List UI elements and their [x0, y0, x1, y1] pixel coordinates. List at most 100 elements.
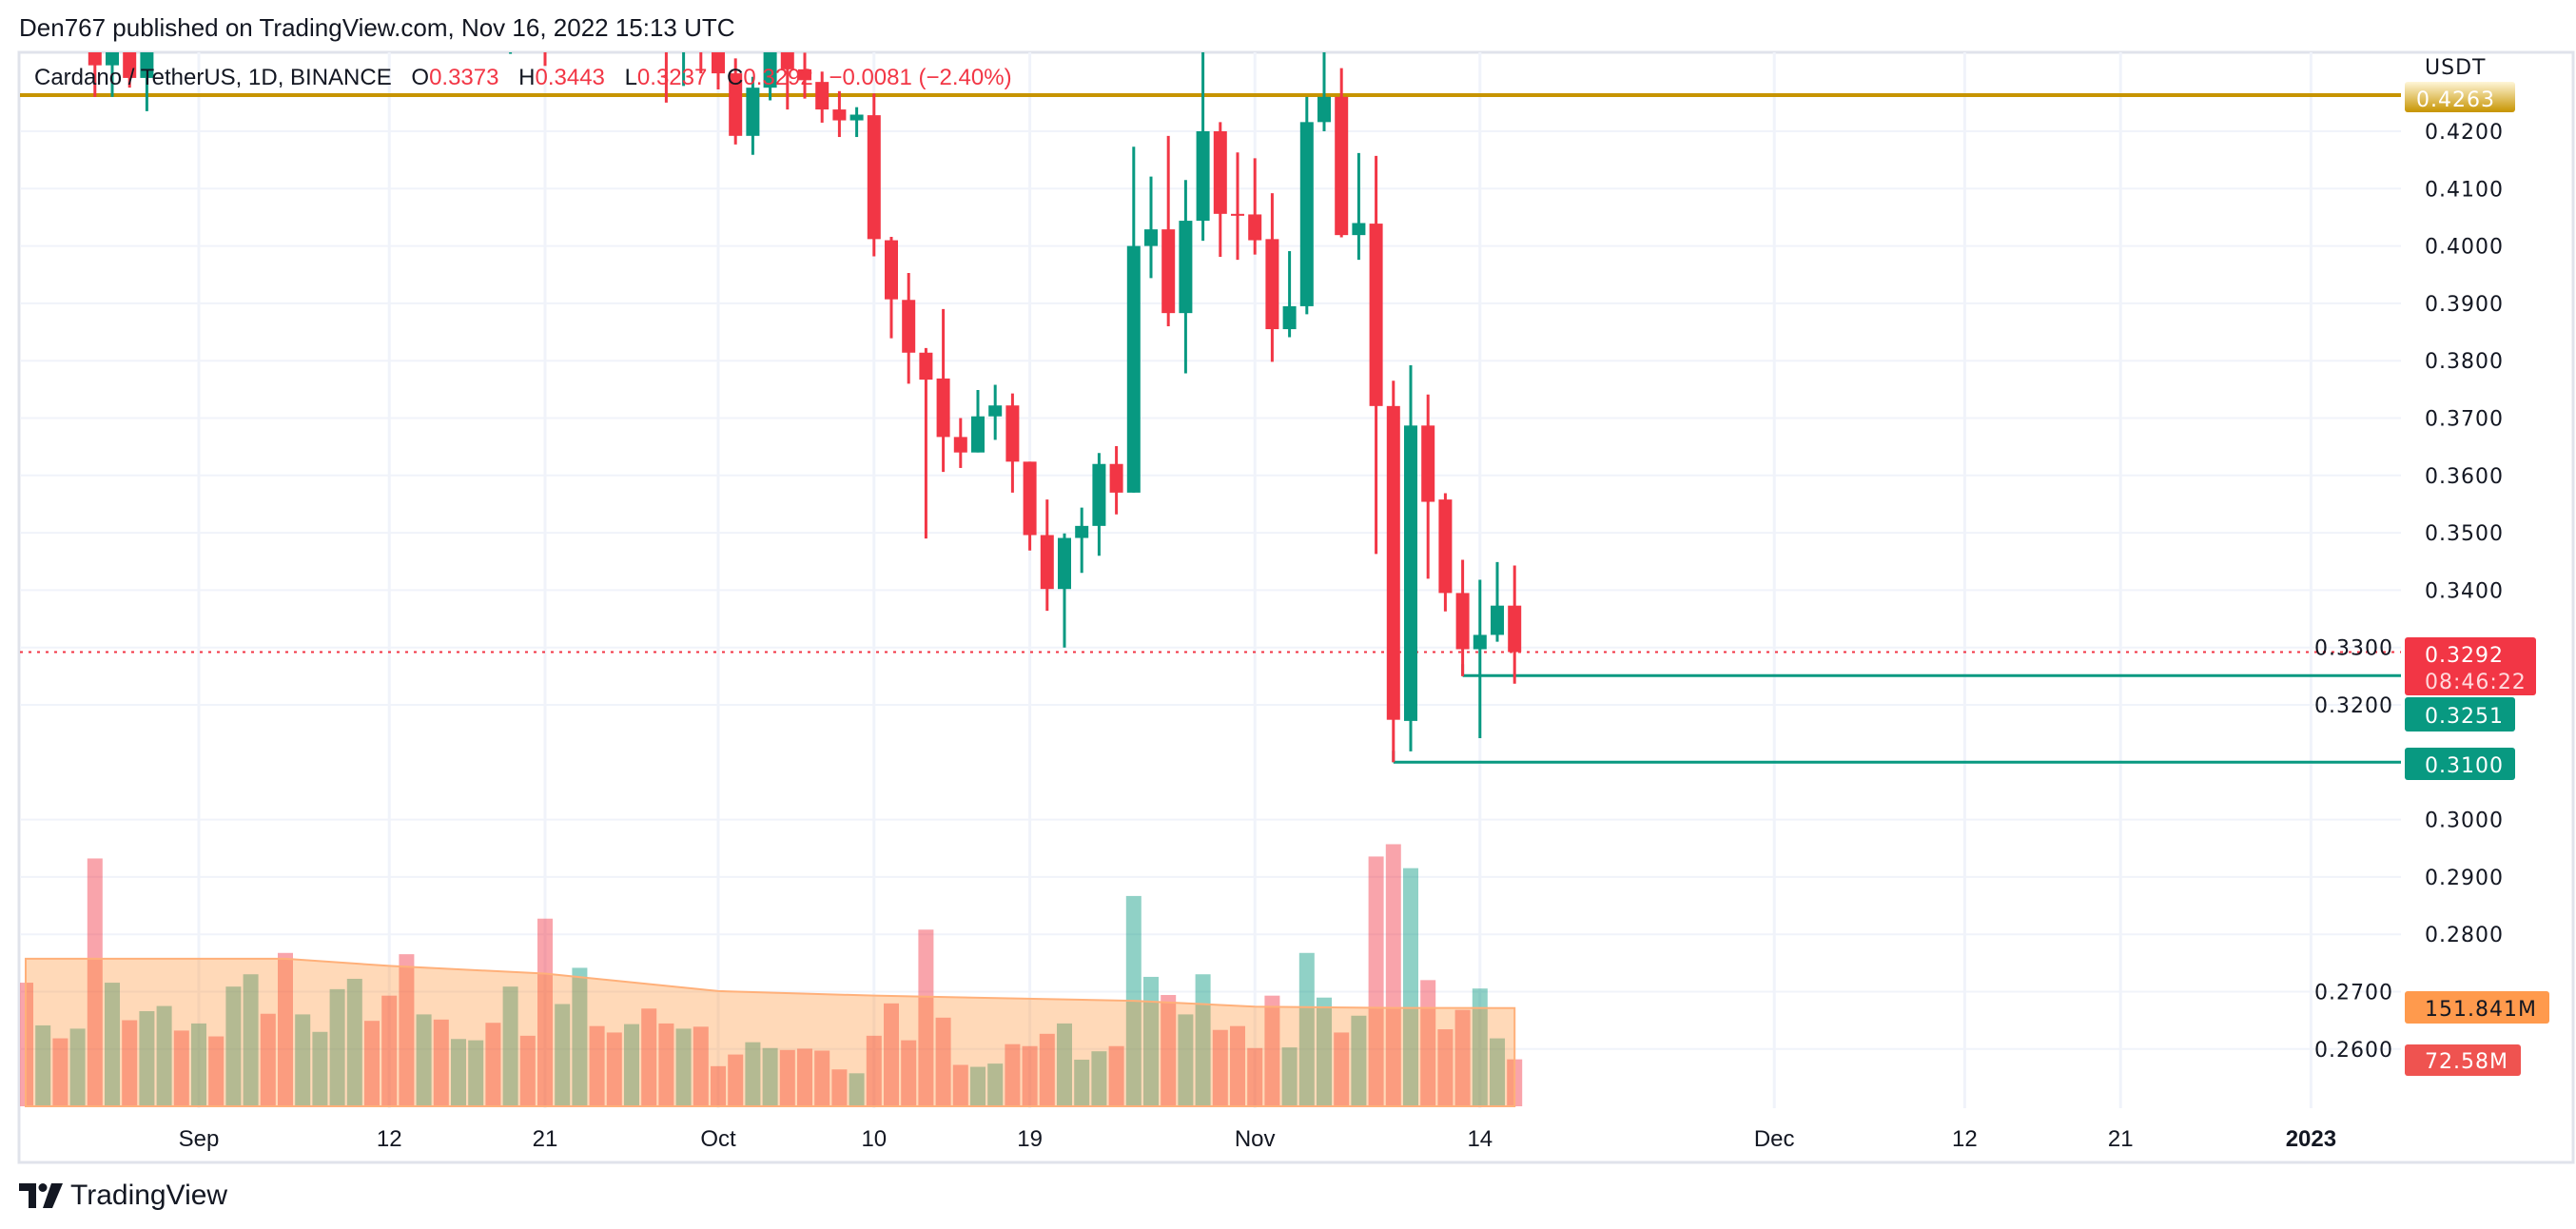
volume-bar [641, 1008, 657, 1106]
candle-down [902, 272, 916, 384]
candle-body [1058, 537, 1071, 590]
candle-down [1161, 135, 1176, 327]
volume-last-text: 72.58M [2425, 1050, 2508, 1074]
support-2-price-text: 0.3100 [2425, 754, 2504, 778]
candle-down [1231, 152, 1244, 261]
candle-body [1369, 224, 1383, 406]
date-tick-label: Nov [1235, 1126, 1276, 1152]
candle-up [1299, 96, 1314, 315]
volume-bar [849, 1073, 865, 1106]
candle-body [798, 68, 811, 81]
volume-bar [935, 1017, 951, 1106]
candle-body [1438, 499, 1453, 594]
tradingview-logo-icon [19, 1183, 63, 1208]
volume-bar [1472, 988, 1488, 1106]
candle-up [36, 0, 49, 10]
candle-up [1473, 579, 1487, 738]
publish-info: Den767 published on TradingView.com, Nov… [19, 13, 735, 42]
candle-up [1404, 365, 1417, 751]
volume-bar [122, 1020, 138, 1106]
candle-body [1299, 122, 1314, 306]
brand-name: TradingView [70, 1180, 228, 1211]
candle-body [1335, 96, 1349, 236]
volume-bar [675, 1028, 692, 1106]
candle-up [573, 0, 586, 5]
candle-up [1317, 52, 1331, 131]
volume-bar [105, 983, 120, 1106]
candle-body [1179, 221, 1193, 314]
date-tick-label: 21 [2108, 1126, 2134, 1152]
volume-bar [1005, 1044, 1021, 1106]
volume-bar [260, 1013, 276, 1106]
candle-down [936, 308, 950, 473]
date-tick-label: Dec [1754, 1126, 1795, 1152]
volume-bar [1281, 1047, 1298, 1106]
candle-up [1058, 533, 1071, 648]
volume-bar [1143, 976, 1159, 1106]
volume-bar [451, 1039, 466, 1106]
candle-body [832, 109, 847, 121]
candle-body [953, 437, 967, 453]
volume-bar [1091, 1051, 1107, 1106]
candle-down [815, 71, 829, 123]
price-tick-label: 0.3000 [2425, 810, 2504, 833]
price-tick-label: 0.4000 [2425, 236, 2504, 260]
price-axis[interactable]: 0.4200 0.4100 0.4000 0.3900 0.3800 0.3700 0.36… [2314, 121, 2504, 1063]
time-axis[interactable]: Sep 12 21 Oct 10 19 Nov 14 Dec 12 21 2023 [179, 1126, 2336, 1152]
candle-body [625, 0, 638, 5]
candle-body [1352, 223, 1366, 236]
volume-bar [364, 1021, 380, 1106]
support-2-price-label: 0.3100 [2405, 748, 2515, 780]
candle-down [953, 418, 967, 468]
support-1-price-text: 0.3251 [2425, 705, 2504, 729]
price-tick-label: 0.2900 [2425, 867, 2504, 890]
volume-bar [1298, 952, 1315, 1106]
candle-body [88, 52, 102, 66]
candle-body [1282, 305, 1297, 330]
candle-body [1491, 605, 1504, 635]
candle-down [1335, 68, 1349, 238]
volume-bar [884, 1003, 899, 1106]
candle-body [780, 52, 794, 69]
date-tick-label: Sep [179, 1126, 220, 1152]
low-value: 0.3237 [636, 65, 708, 90]
volume-bar [87, 858, 103, 1106]
volume-bar [606, 1032, 622, 1106]
candle-up [1126, 146, 1141, 493]
candle-body [1144, 229, 1158, 246]
volume-bar [1161, 994, 1177, 1106]
candle-up [849, 107, 864, 138]
volume-bar [1403, 868, 1418, 1106]
volume-bar [468, 1040, 484, 1106]
high-value: 0.3443 [535, 65, 605, 90]
candle-up [1144, 176, 1158, 279]
price-tick-label: 0.4100 [2425, 178, 2504, 202]
volume-bar [295, 1014, 311, 1106]
tradingview-logo[interactable]: TradingView [19, 1180, 227, 1212]
candle-up [625, 0, 638, 33]
volume-bar [1212, 1029, 1228, 1106]
candle-body [608, 0, 621, 5]
candle-up [1282, 251, 1297, 338]
plot-area [20, 0, 2401, 1107]
volume-bar [35, 1024, 51, 1106]
candle-down [1508, 565, 1522, 684]
date-tick-label: 19 [1017, 1126, 1043, 1152]
candle-body [746, 88, 760, 136]
candle-up [192, 0, 205, 5]
candle-body [1386, 405, 1400, 720]
open-value: 0.3373 [429, 65, 499, 90]
volume-bar [814, 1050, 830, 1106]
symbol-name[interactable]: Cardano / TetherUS, 1D, BINANCE [34, 65, 392, 90]
candle-body [1317, 96, 1331, 123]
candle-body [815, 82, 829, 110]
candle-body [712, 52, 725, 74]
volume-bar [572, 967, 588, 1106]
candle-down [729, 58, 743, 145]
grid [20, 52, 2401, 1108]
candle-body [694, 5, 708, 33]
candle-up [158, 0, 171, 16]
close-label: C [727, 65, 744, 90]
candle-body [849, 114, 864, 121]
